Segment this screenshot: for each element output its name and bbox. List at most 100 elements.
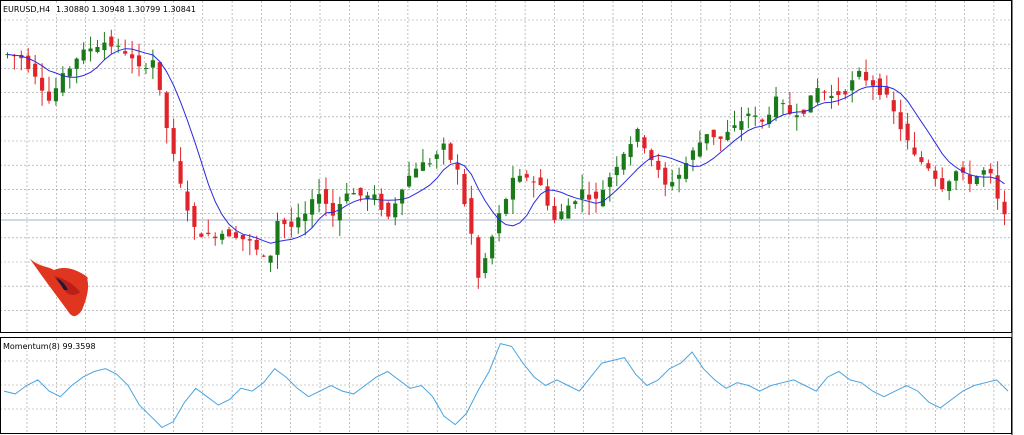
indicator-label-bg	[2, 340, 106, 351]
candle-bullish	[372, 194, 377, 199]
candle-bearish	[206, 232, 211, 235]
candle-bullish	[850, 80, 855, 91]
candle-bullish	[116, 45, 121, 47]
candle-bullish	[496, 213, 502, 234]
candle-bullish	[746, 113, 751, 116]
candle-bearish	[552, 206, 557, 220]
candle-bullish	[420, 162, 425, 171]
candle-bearish	[836, 91, 841, 96]
candle-bearish	[940, 178, 945, 190]
candle-bearish	[254, 239, 259, 250]
candle-bearish	[898, 112, 903, 130]
candle-bullish	[857, 70, 862, 77]
candle-bearish	[46, 91, 52, 101]
candle-bullish	[5, 54, 10, 56]
candle-bearish	[988, 168, 993, 174]
candle-bearish	[870, 80, 876, 86]
candle-bearish	[531, 181, 536, 183]
candle-bullish	[953, 171, 959, 181]
candle-bullish	[434, 154, 439, 159]
candle-bullish	[427, 163, 432, 165]
momentum-line	[3, 343, 1009, 429]
candle-bearish	[123, 51, 128, 54]
candles	[5, 29, 1007, 289]
candle-bearish	[379, 193, 384, 210]
candle-bearish	[656, 160, 661, 170]
candle-bearish	[192, 206, 197, 227]
candle-bearish	[26, 55, 31, 70]
candle-bullish	[344, 193, 349, 202]
candle-bullish	[815, 88, 820, 103]
ohlc-values: 1.30880 1.30948 1.30799 1.30841	[56, 5, 196, 14]
candle-bullish	[580, 189, 585, 199]
candle-bearish	[358, 187, 363, 196]
main-grid	[0, 1, 1012, 332]
candle-bullish	[773, 96, 779, 118]
candle-bullish	[683, 163, 689, 179]
candle-bullish	[310, 199, 315, 215]
candle-bullish	[981, 170, 986, 175]
candle-bullish	[947, 181, 952, 191]
candle-bearish	[185, 191, 190, 211]
candle-bearish	[289, 221, 294, 227]
candle-bullish	[697, 142, 702, 157]
candle-bullish	[670, 182, 675, 187]
candle-bullish	[400, 189, 405, 204]
candle-bearish	[843, 91, 848, 95]
candle-bearish	[905, 123, 910, 141]
candle-bearish	[538, 177, 543, 186]
candle-bearish	[933, 170, 938, 179]
candle-bullish	[406, 175, 412, 187]
candle-bearish	[40, 77, 45, 91]
candle-bearish	[1002, 201, 1007, 215]
candle-bearish	[960, 167, 966, 173]
candle-bullish	[296, 217, 301, 228]
candle-bullish	[74, 58, 79, 69]
candle-bearish	[822, 91, 827, 93]
momentum-label: Momentum(8) 99.3598	[3, 342, 96, 351]
candle-bullish	[628, 144, 633, 158]
candle-bearish	[33, 63, 38, 77]
candle-bullish	[67, 68, 72, 77]
candle-bearish	[455, 163, 460, 170]
moving-average-line	[7, 48, 1005, 244]
candle-bullish	[316, 194, 322, 204]
candle-bullish	[732, 125, 737, 128]
candle-bullish	[829, 95, 834, 99]
candle-bullish	[614, 166, 619, 176]
candle-bullish	[517, 175, 522, 182]
candle-bullish	[95, 46, 100, 52]
candle-bullish	[559, 211, 564, 220]
candle-bullish	[725, 131, 730, 141]
candle-bearish	[642, 137, 647, 149]
candle-bearish	[524, 174, 529, 178]
symbol-timeframe: EURUSD,H4	[3, 5, 50, 14]
candle-bullish	[150, 60, 155, 68]
candle-bullish	[483, 258, 488, 274]
candle-bearish	[109, 36, 114, 47]
candle-bearish	[240, 234, 245, 240]
candle-bullish	[794, 115, 799, 118]
candle-bullish	[607, 177, 612, 187]
candle-bearish	[891, 100, 896, 112]
candle-bearish	[711, 129, 716, 138]
candle-bullish	[413, 168, 419, 178]
main-panel-border	[0, 0, 1012, 333]
candle-bearish	[967, 174, 972, 184]
candle-bullish	[220, 233, 225, 240]
candle-bearish	[213, 236, 218, 239]
candle-bullish	[767, 114, 772, 125]
candle-bullish	[621, 153, 626, 170]
candle-bullish	[365, 195, 370, 200]
candle-bearish	[995, 175, 1000, 199]
candle-bullish	[88, 48, 93, 52]
candle-bearish	[649, 150, 654, 161]
candle-bearish	[884, 87, 889, 95]
bull-head-logo	[30, 259, 89, 317]
candle-bullish	[753, 115, 758, 117]
candle-bearish	[760, 119, 765, 122]
candle-bearish	[261, 255, 266, 257]
candle-bullish	[393, 203, 398, 218]
candle-bullish	[780, 103, 786, 105]
